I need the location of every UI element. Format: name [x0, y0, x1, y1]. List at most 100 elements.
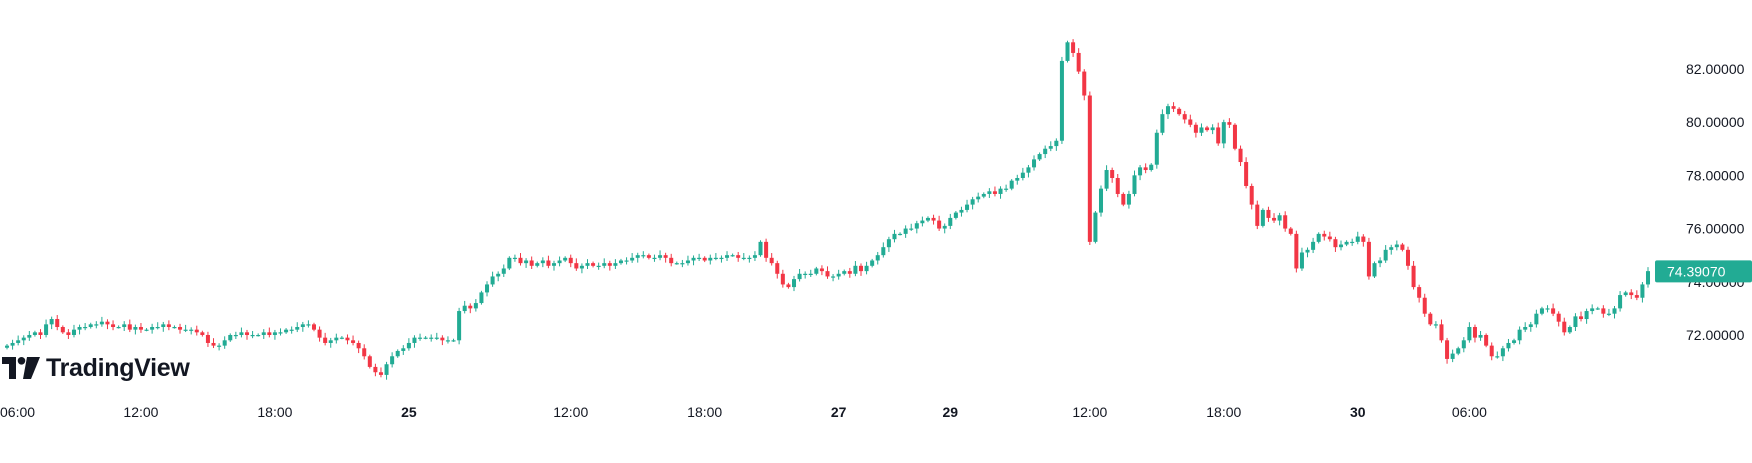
candle-body: [1584, 311, 1589, 320]
candle-body: [646, 255, 651, 258]
price-tick-label: 80.00000: [1686, 114, 1745, 130]
candle-body: [1154, 132, 1159, 165]
candle: [1389, 244, 1394, 255]
candle: [440, 335, 445, 346]
candle-body: [1048, 146, 1053, 149]
candle: [1551, 303, 1556, 317]
candle-body: [1645, 271, 1651, 285]
candle: [1339, 240, 1344, 251]
candle: [317, 326, 322, 342]
candle-body: [674, 263, 679, 265]
candle-body: [1322, 233, 1327, 237]
candle-body: [105, 321, 110, 325]
candle: [1327, 231, 1332, 242]
candle: [792, 275, 797, 292]
candle-body: [786, 284, 791, 288]
candle-body: [579, 265, 584, 269]
price-tick-label: 78.00000: [1686, 167, 1745, 183]
candle-body: [468, 305, 473, 309]
price-axis[interactable]: 72.0000074.0000076.0000078.0000080.00000…: [1686, 61, 1745, 343]
candle-body: [122, 324, 127, 328]
candle: [401, 345, 406, 355]
candle-body: [189, 329, 194, 331]
candle-body: [1378, 260, 1383, 264]
candle-body: [1355, 236, 1360, 242]
candle: [71, 324, 76, 338]
candle-body: [1177, 108, 1182, 115]
candle-body: [1467, 327, 1472, 341]
candle: [1584, 308, 1589, 324]
candle: [970, 196, 975, 210]
candle-body: [306, 324, 311, 326]
candle-body: [1104, 170, 1109, 189]
candle-body: [250, 334, 255, 337]
candle: [741, 253, 746, 261]
candle: [501, 264, 506, 277]
candle: [925, 216, 930, 223]
candle-body: [334, 337, 339, 341]
candle-body: [328, 340, 333, 343]
candle: [284, 328, 289, 334]
candle-body: [965, 204, 970, 210]
candle-body: [1383, 249, 1388, 261]
candle-body: [1193, 124, 1198, 133]
candle-body: [1590, 308, 1595, 312]
candle: [551, 260, 557, 271]
candle-body: [27, 334, 32, 338]
candle-body: [1606, 313, 1611, 315]
candle-body: [1562, 321, 1567, 333]
candle-body: [1484, 334, 1489, 346]
candle-body: [814, 268, 819, 274]
candle-body: [1495, 356, 1500, 358]
candle: [1138, 164, 1143, 181]
tradingview-logo-icon: [2, 357, 40, 379]
candle-body: [1227, 122, 1232, 125]
candle: [507, 256, 512, 271]
candle: [406, 338, 411, 351]
candle-body: [842, 271, 847, 274]
candle-body: [1422, 297, 1427, 314]
candle: [138, 323, 143, 333]
candle-body: [166, 324, 171, 328]
candle: [1288, 226, 1293, 236]
time-axis[interactable]: 06:00 12:00 18:00 25 12:00 18:00 27 29 12:00 18:0…: [0, 404, 1487, 420]
candle: [579, 263, 584, 274]
candle: [1417, 284, 1422, 303]
candle-body: [825, 271, 830, 277]
candle-body: [1054, 140, 1059, 147]
candle-body: [38, 332, 43, 335]
candle-body: [1456, 348, 1461, 354]
price-tick-label: 76.00000: [1686, 221, 1745, 237]
candle-body: [178, 327, 183, 330]
candle-body: [1623, 292, 1628, 296]
candle-body: [1132, 175, 1137, 194]
candle-body: [1004, 188, 1009, 190]
candle: [1378, 257, 1383, 268]
candle-body: [1037, 154, 1042, 160]
candle: [1188, 114, 1193, 128]
last-price-badge-background: [1655, 260, 1752, 283]
candle: [83, 323, 88, 331]
time-tick-label: 12:00: [553, 404, 588, 420]
candle-body: [847, 271, 852, 274]
time-tick-label: 18:00: [687, 404, 722, 420]
candle: [1405, 246, 1410, 270]
candle: [239, 327, 244, 338]
candle: [613, 259, 618, 269]
candle-body: [518, 257, 523, 264]
candle-body: [222, 340, 227, 346]
candle: [1640, 282, 1645, 303]
candle: [708, 254, 713, 265]
last-price-badge: 74.39070: [1655, 260, 1752, 283]
candle-body: [758, 241, 763, 256]
candle-body: [1288, 228, 1293, 234]
candle: [1054, 138, 1059, 151]
candle-body: [736, 255, 741, 258]
tradingview-logo[interactable]: TradingView: [2, 354, 190, 382]
candle-body: [1539, 308, 1544, 314]
candle: [1322, 230, 1327, 241]
candle: [1618, 291, 1623, 312]
candle-body: [479, 292, 484, 304]
